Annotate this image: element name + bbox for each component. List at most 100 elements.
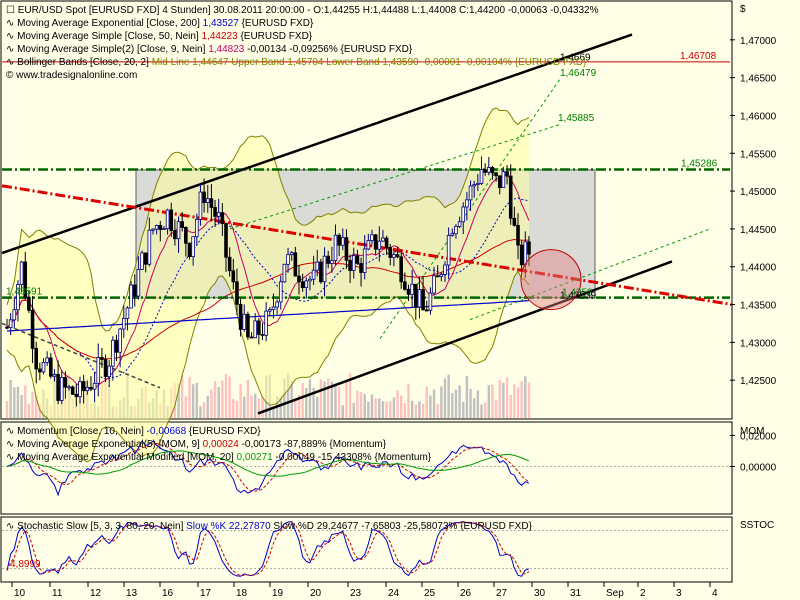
- candle-body: [490, 167, 495, 174]
- candle-body: [45, 357, 49, 363]
- candle-body: [151, 228, 155, 231]
- x-tick-label: 18: [236, 588, 248, 599]
- y-tick-label: 1,43500: [740, 301, 777, 312]
- candle-body: [267, 309, 272, 312]
- legend-entry: ∿ Momentum [Close, 10, Nein] -0,00668 {E…: [6, 426, 261, 437]
- volume-bar: [465, 376, 469, 418]
- legend-suffix: Upper Band 1,45704 Lower Band 1,43590 -0…: [231, 57, 587, 68]
- x-tick-label: 16: [162, 588, 174, 599]
- candle-body: [486, 167, 491, 173]
- volume-bar: [286, 373, 290, 418]
- ema-200-line: [6, 300, 529, 332]
- volume-bar: [440, 386, 443, 418]
- volume-bar: [359, 391, 363, 418]
- volume-bar: [181, 374, 184, 418]
- x-tick-label: 26: [460, 588, 472, 599]
- volume-bar: [27, 403, 31, 418]
- plot-layer: 1,46708 1,4669 1,46479 1,45885 1,45286 1,4359…: [1, 33, 733, 577]
- candle-body: [220, 212, 225, 224]
- legend-value: 1,43527: [203, 18, 242, 29]
- candle-body: [96, 357, 101, 384]
- candle-body: [111, 339, 115, 367]
- candle-body: [497, 175, 502, 188]
- candle-body: [107, 365, 112, 378]
- volume-bar: [400, 395, 403, 418]
- candle-body: [176, 221, 181, 240]
- candle-body: [501, 171, 506, 188]
- volume-bar: [195, 382, 198, 418]
- legend-value: 1,44823: [208, 44, 247, 55]
- legend-text: ∿ Bollinger Bands [Close, 20, 2]: [6, 57, 152, 68]
- volume-bar: [9, 379, 12, 418]
- candle-body: [472, 184, 476, 187]
- candle-body: [377, 240, 382, 250]
- candle-body: [457, 221, 462, 227]
- price-label: 1,4358: [562, 287, 593, 298]
- candle-body: [424, 309, 429, 312]
- legend-value: Slow %K 22,27870: [186, 521, 273, 532]
- legend-entry: ☐ EUR/USD Spot [EURUSD FXD] 4 Stunden] 3…: [6, 5, 599, 16]
- volume-bar: [392, 397, 396, 418]
- x-tick-label: 2: [640, 588, 646, 599]
- stochastic-d-line: [6, 521, 530, 577]
- stochastic-axis-label: SSTOC: [740, 520, 774, 531]
- volume-bar: [16, 386, 20, 418]
- legend-text: ☐ EUR/USD Spot [EURUSD FXD] 4 Stunden] 3…: [6, 5, 599, 16]
- legend-suffix: -0,00134 -0,09256% {EURUSD FXD}: [247, 44, 413, 55]
- x-tick-label: 13: [126, 588, 138, 599]
- x-tick-label: 20: [310, 588, 322, 599]
- candle-body: [326, 255, 330, 264]
- volume-bar: [243, 396, 246, 418]
- volume-bar: [301, 382, 304, 418]
- legend-value: Mid Line 1,44647: [152, 57, 232, 68]
- candle-body: [103, 359, 108, 378]
- candle-body: [38, 368, 42, 373]
- volume-bar: [407, 383, 410, 418]
- candle-body: [74, 393, 79, 398]
- volume-bar: [38, 403, 42, 418]
- volume-bar: [396, 390, 399, 418]
- candle-body: [465, 199, 469, 208]
- volume-bar: [327, 378, 330, 418]
- legend-entry: ∿ Moving Average Simple [Close, 50, Nein…: [6, 31, 313, 42]
- legend-suffix: -0,00173 -87,889% {Momentum}: [242, 439, 387, 450]
- volume-bar: [476, 390, 480, 418]
- y-tick-label: 1,47000: [740, 36, 777, 47]
- volume-bar: [378, 398, 381, 418]
- momentum-axis-label: MOM: [740, 426, 764, 437]
- y-tick-label: 0,02000: [740, 431, 777, 442]
- candle-body: [169, 209, 174, 232]
- volume-bar: [254, 393, 257, 418]
- candle-body: [136, 269, 141, 297]
- candle-body: [8, 319, 13, 328]
- volume-bar: [370, 394, 374, 418]
- projection-line: [469, 228, 711, 321]
- candle-body: [184, 226, 188, 244]
- volume-bar: [334, 383, 337, 418]
- legend-text: ∿ Momentum [Close, 10, Nein]: [6, 426, 147, 437]
- price-label: 1,46479: [560, 68, 597, 79]
- candle-body: [213, 207, 217, 217]
- candle-body: [242, 313, 247, 330]
- volume-bar: [257, 398, 261, 418]
- volume-bar: [319, 379, 323, 418]
- candle-body: [198, 191, 203, 220]
- candle-body: [286, 254, 290, 265]
- candle-body: [443, 264, 447, 275]
- legend-text: © www.tradesignalonline.com: [6, 70, 137, 81]
- volume-bar: [337, 386, 341, 418]
- candle-body: [249, 336, 254, 339]
- candle-body: [132, 284, 137, 297]
- volume-bar: [385, 401, 388, 418]
- candle-body: [395, 254, 400, 258]
- x-tick-label: 11: [52, 588, 63, 599]
- candle-body: [224, 223, 228, 258]
- candle-body: [304, 280, 309, 288]
- candle-body: [30, 309, 35, 349]
- candle-body: [118, 328, 122, 353]
- candle-body: [508, 175, 513, 219]
- volume-bar: [498, 380, 501, 418]
- candle-body: [264, 310, 268, 336]
- candle-body: [333, 234, 338, 262]
- volume-bar: [235, 400, 239, 418]
